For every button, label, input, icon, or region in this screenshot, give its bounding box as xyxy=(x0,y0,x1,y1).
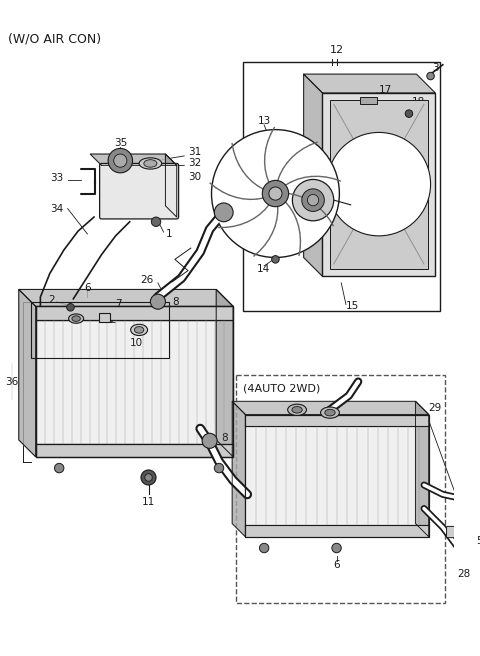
Circle shape xyxy=(55,463,64,473)
Circle shape xyxy=(269,187,282,200)
Circle shape xyxy=(151,217,161,226)
Text: 5: 5 xyxy=(476,537,480,546)
Circle shape xyxy=(141,470,156,485)
Text: 26: 26 xyxy=(140,275,153,285)
Circle shape xyxy=(427,72,434,80)
Circle shape xyxy=(260,543,269,553)
Bar xyxy=(36,319,233,443)
Text: 27: 27 xyxy=(259,485,272,495)
Bar xyxy=(236,375,444,603)
Circle shape xyxy=(215,463,224,473)
Circle shape xyxy=(67,304,74,311)
Circle shape xyxy=(145,474,152,482)
Ellipse shape xyxy=(288,404,306,415)
Text: (W/O AIR CON): (W/O AIR CON) xyxy=(9,33,102,46)
Bar xyxy=(330,100,428,269)
Circle shape xyxy=(327,133,431,236)
FancyBboxPatch shape xyxy=(100,163,179,219)
Polygon shape xyxy=(232,401,245,537)
Ellipse shape xyxy=(134,327,144,333)
Ellipse shape xyxy=(69,314,84,323)
Polygon shape xyxy=(90,154,177,165)
Text: 10: 10 xyxy=(130,338,143,348)
Text: 8: 8 xyxy=(221,433,228,443)
Circle shape xyxy=(108,148,132,173)
Ellipse shape xyxy=(72,316,80,321)
Ellipse shape xyxy=(144,159,157,167)
Circle shape xyxy=(150,294,166,309)
Polygon shape xyxy=(304,74,435,93)
Bar xyxy=(245,415,429,426)
Text: 30: 30 xyxy=(188,172,201,182)
Text: 6: 6 xyxy=(333,560,340,570)
Bar xyxy=(360,96,377,104)
Text: 32: 32 xyxy=(188,159,201,169)
Polygon shape xyxy=(232,401,429,415)
Text: 29: 29 xyxy=(428,403,441,413)
Bar xyxy=(36,306,233,457)
Circle shape xyxy=(272,256,279,263)
Circle shape xyxy=(405,110,413,117)
Circle shape xyxy=(262,180,288,207)
Text: 6: 6 xyxy=(84,283,91,293)
Ellipse shape xyxy=(139,158,162,169)
Circle shape xyxy=(332,543,341,553)
Text: 9: 9 xyxy=(43,311,50,321)
Circle shape xyxy=(307,194,319,206)
Polygon shape xyxy=(304,74,323,276)
Bar xyxy=(99,313,110,322)
Text: 28: 28 xyxy=(457,569,470,579)
Text: 17: 17 xyxy=(379,85,392,95)
Bar xyxy=(245,415,429,537)
Polygon shape xyxy=(416,401,429,537)
Bar xyxy=(245,525,429,537)
Text: 14: 14 xyxy=(257,264,270,274)
Text: 33: 33 xyxy=(51,173,64,182)
Polygon shape xyxy=(216,289,233,457)
Text: 11: 11 xyxy=(142,497,155,507)
Text: 8: 8 xyxy=(237,203,243,213)
Text: 35: 35 xyxy=(114,138,127,148)
Ellipse shape xyxy=(325,409,335,416)
Bar xyxy=(36,443,233,457)
Circle shape xyxy=(114,154,127,167)
Text: 12: 12 xyxy=(329,45,344,55)
Text: 1: 1 xyxy=(166,229,172,239)
Text: 13: 13 xyxy=(258,116,271,126)
Bar xyxy=(245,426,429,525)
Text: 15: 15 xyxy=(346,301,359,312)
Circle shape xyxy=(215,203,233,222)
Text: 2: 2 xyxy=(109,316,116,325)
Text: 36: 36 xyxy=(6,377,19,386)
FancyBboxPatch shape xyxy=(446,526,467,538)
Text: 3: 3 xyxy=(432,64,439,73)
Bar xyxy=(31,302,169,358)
Text: 34: 34 xyxy=(51,203,64,214)
Bar xyxy=(36,306,233,319)
Polygon shape xyxy=(166,154,177,217)
Text: 8: 8 xyxy=(172,297,179,306)
Circle shape xyxy=(212,130,339,258)
Text: (4AUTO 2WD): (4AUTO 2WD) xyxy=(243,383,321,393)
Text: 31: 31 xyxy=(188,147,201,157)
Ellipse shape xyxy=(292,407,302,413)
Text: 16: 16 xyxy=(311,163,324,173)
Ellipse shape xyxy=(321,407,339,419)
Ellipse shape xyxy=(131,324,147,335)
Text: 18: 18 xyxy=(412,97,425,108)
Text: 2: 2 xyxy=(48,295,55,305)
Bar xyxy=(323,93,435,276)
Polygon shape xyxy=(19,289,233,306)
Text: 7: 7 xyxy=(116,298,122,308)
Bar xyxy=(242,62,440,311)
Circle shape xyxy=(302,189,324,211)
Circle shape xyxy=(202,434,217,448)
Circle shape xyxy=(292,180,334,221)
Polygon shape xyxy=(19,289,36,457)
